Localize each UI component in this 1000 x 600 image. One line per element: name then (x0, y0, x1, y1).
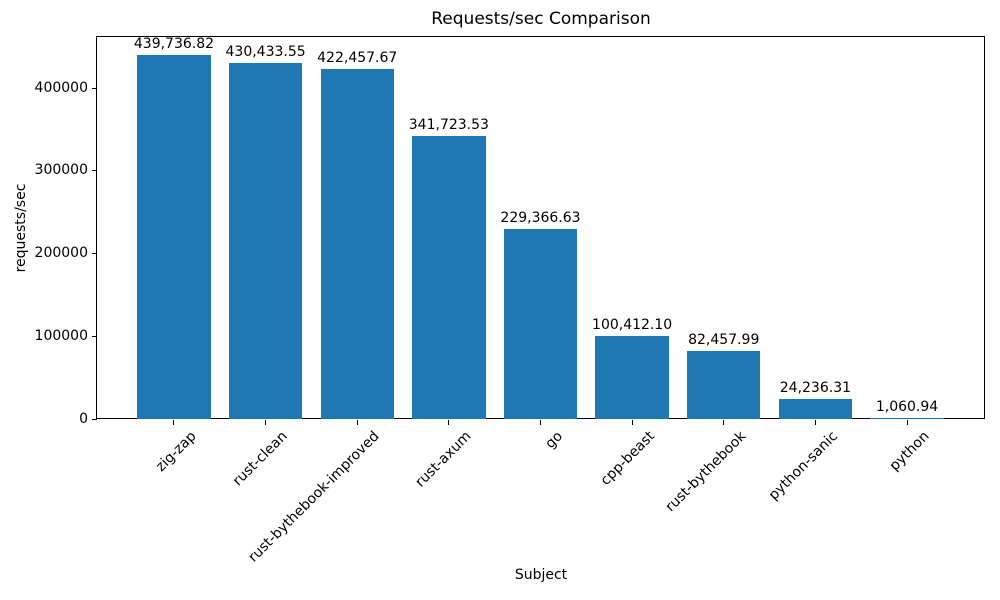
bar-value-label: 439,736.82 (133, 36, 215, 53)
x-tick-mark (448, 420, 450, 425)
y-tick-mark (92, 170, 97, 172)
bar-zig-zap (137, 55, 211, 419)
bar-value-label: 82,457.99 (688, 331, 760, 348)
x-tick-mark (265, 420, 267, 425)
bar-go (503, 229, 578, 419)
bar-rust-clean (228, 62, 303, 419)
x-tick-label: cpp-beast (597, 428, 658, 489)
y-tick-mark (92, 87, 97, 89)
bar-rust-bythebook (687, 350, 761, 419)
y-axis-label: requests/sec (13, 183, 29, 273)
x-tick-mark (540, 420, 541, 425)
y-tick-label: 100000 (34, 327, 88, 344)
y-tick-label: 0 (79, 410, 88, 427)
chart-title: Requests/sec Comparison (431, 9, 651, 29)
bar-rust-bythebook-improved (320, 69, 394, 419)
x-tick-mark (906, 420, 908, 425)
y-tick-mark (92, 335, 97, 337)
bar-cpp-beast (595, 335, 669, 419)
y-tick-label: 200000 (34, 245, 88, 262)
bar-value-label: 422,457.67 (317, 50, 398, 67)
x-tick-label: rust-axum (412, 428, 475, 491)
x-tick-label: rust-clean (230, 428, 292, 490)
x-tick-label: python-sanic (765, 428, 842, 504)
bar-python-sanic (778, 398, 853, 419)
bar-rust-axum (412, 136, 486, 419)
y-tick-mark (92, 418, 97, 420)
x-tick-mark (631, 420, 633, 425)
bar-value-label: 1,060.94 (875, 399, 939, 415)
y-tick-mark (92, 253, 97, 255)
bar-value-label: 229,366.63 (500, 210, 581, 227)
bar-value-label: 341,723.53 (408, 117, 489, 134)
y-tick-label: 300000 (34, 162, 88, 179)
bar-value-label: 430,433.55 (225, 43, 306, 60)
x-tick-mark (356, 420, 358, 425)
bar-value-label: 100,412.10 (592, 316, 673, 333)
x-tick-label: rust-bythebook (662, 428, 750, 516)
bar-python (870, 418, 944, 419)
x-tick-label: go (542, 428, 567, 452)
x-axis-label: Subject (514, 567, 568, 583)
x-tick-label: python (886, 428, 933, 475)
x-tick-label: zig-zap (152, 428, 200, 475)
x-tick-mark (814, 420, 816, 425)
y-tick-label: 400000 (34, 79, 88, 96)
x-tick-mark (723, 420, 725, 425)
x-tick-mark (173, 420, 175, 425)
bar-value-label: 24,236.31 (779, 379, 852, 396)
